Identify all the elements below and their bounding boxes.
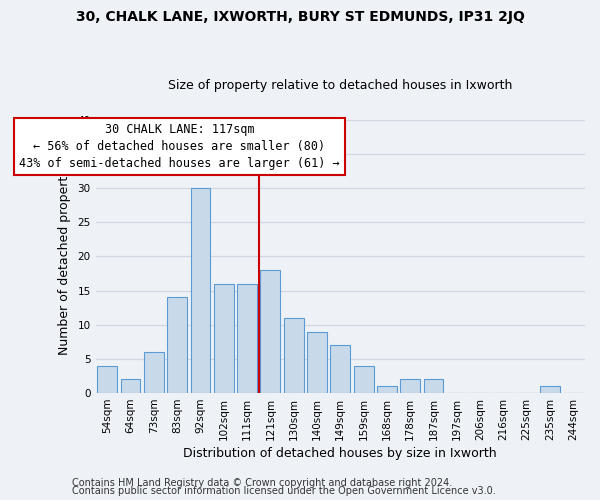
Bar — [214, 284, 233, 393]
Bar — [121, 380, 140, 393]
Text: 30, CHALK LANE, IXWORTH, BURY ST EDMUNDS, IP31 2JQ: 30, CHALK LANE, IXWORTH, BURY ST EDMUNDS… — [76, 10, 524, 24]
Bar — [400, 380, 420, 393]
Text: Contains HM Land Registry data © Crown copyright and database right 2024.: Contains HM Land Registry data © Crown c… — [72, 478, 452, 488]
Bar — [167, 298, 187, 393]
Bar — [307, 332, 327, 393]
Bar — [331, 345, 350, 393]
Text: 30 CHALK LANE: 117sqm
← 56% of detached houses are smaller (80)
43% of semi-deta: 30 CHALK LANE: 117sqm ← 56% of detached … — [19, 123, 340, 170]
Text: Contains public sector information licensed under the Open Government Licence v3: Contains public sector information licen… — [72, 486, 496, 496]
Y-axis label: Number of detached properties: Number of detached properties — [58, 158, 71, 355]
Bar — [191, 188, 211, 393]
Bar — [144, 352, 164, 393]
Bar — [424, 380, 443, 393]
Bar — [377, 386, 397, 393]
X-axis label: Distribution of detached houses by size in Ixworth: Distribution of detached houses by size … — [184, 447, 497, 460]
Bar — [260, 270, 280, 393]
Bar — [540, 386, 560, 393]
Bar — [284, 318, 304, 393]
Bar — [97, 366, 117, 393]
Bar — [353, 366, 374, 393]
Title: Size of property relative to detached houses in Ixworth: Size of property relative to detached ho… — [168, 79, 512, 92]
Bar — [237, 284, 257, 393]
